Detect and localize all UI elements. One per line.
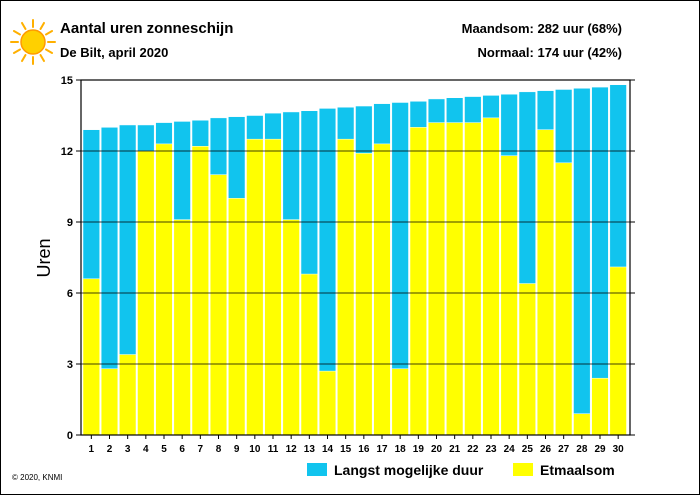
bar-daily-sum bbox=[391, 368, 409, 436]
chart-subtitle: De Bilt, april 2020 bbox=[60, 45, 168, 60]
x-tick-label: 16 bbox=[358, 444, 370, 455]
x-tick-label: 21 bbox=[449, 444, 461, 455]
legend: Langst mogelijke duur Etmaalsom bbox=[307, 462, 615, 478]
x-tick-label: 11 bbox=[268, 444, 279, 455]
sun-ray bbox=[39, 21, 45, 31]
y-tick-label: 3 bbox=[67, 359, 73, 371]
bar-daily-sum bbox=[482, 117, 500, 436]
bar-daily-sum bbox=[282, 219, 300, 436]
y-tick-label: 12 bbox=[61, 146, 73, 158]
sun-disc bbox=[20, 29, 46, 55]
bar-daily-sum bbox=[337, 138, 355, 436]
x-tick-label: 12 bbox=[286, 444, 298, 455]
bar-daily-sum bbox=[82, 278, 100, 436]
x-tick-label: 9 bbox=[234, 444, 240, 455]
x-tick-label: 10 bbox=[249, 444, 261, 455]
x-tick-label: 30 bbox=[613, 444, 625, 455]
sun-ray bbox=[39, 53, 45, 63]
x-tick-label: 1 bbox=[89, 444, 95, 455]
x-tick-label: 5 bbox=[161, 444, 167, 455]
bar-daily-sum bbox=[173, 219, 191, 436]
x-tick-label: 23 bbox=[485, 444, 497, 455]
bars-group bbox=[82, 84, 627, 436]
x-tick-label: 28 bbox=[576, 444, 588, 455]
sun-ray bbox=[44, 48, 54, 54]
bar-daily-sum bbox=[100, 368, 119, 436]
bar-max-duration bbox=[573, 88, 591, 436]
bar-daily-sum bbox=[209, 174, 228, 436]
x-tick-label: 29 bbox=[594, 444, 606, 455]
bar-daily-sum bbox=[518, 283, 536, 436]
legend-swatch-daily-sum bbox=[513, 463, 533, 476]
x-tick-label: 6 bbox=[179, 444, 185, 455]
bar-daily-sum bbox=[300, 273, 318, 436]
bar-daily-sum bbox=[355, 153, 373, 436]
x-tick-label: 15 bbox=[340, 444, 352, 455]
month-sum-text: Maandsom: 282 uur (68%) bbox=[462, 21, 622, 36]
bar-daily-sum bbox=[446, 122, 464, 436]
bar-daily-sum bbox=[246, 138, 264, 436]
y-tick-label: 9 bbox=[67, 217, 73, 229]
x-tick-label: 22 bbox=[467, 444, 479, 455]
bar-daily-sum bbox=[536, 129, 555, 436]
sun-ray bbox=[21, 53, 27, 63]
legend-swatch-max-duration bbox=[307, 463, 327, 476]
y-tick-label: 15 bbox=[61, 75, 73, 87]
x-tick-label: 4 bbox=[143, 444, 149, 455]
y-axis-label: Uren bbox=[34, 238, 54, 277]
x-tick-label: 27 bbox=[558, 444, 570, 455]
x-tick-label: 24 bbox=[504, 444, 516, 455]
y-tick-label: 6 bbox=[67, 288, 73, 300]
bar-daily-sum bbox=[191, 146, 209, 436]
copyright: © 2020, KNMI bbox=[12, 473, 62, 482]
bar-daily-sum bbox=[464, 122, 482, 436]
x-tick-label: 13 bbox=[304, 444, 316, 455]
bar-daily-sum bbox=[155, 143, 173, 436]
normal-text: Normaal: 174 uur (42%) bbox=[478, 45, 623, 60]
x-tick-label: 25 bbox=[522, 444, 534, 455]
x-tick-label: 18 bbox=[395, 444, 407, 455]
x-tick-label: 2 bbox=[107, 444, 113, 455]
sun-ray bbox=[44, 30, 54, 36]
bar-daily-sum bbox=[264, 138, 282, 436]
bar-daily-sum bbox=[555, 162, 573, 436]
bar-daily-sum bbox=[591, 377, 609, 436]
sun-ray bbox=[12, 30, 22, 36]
x-tick-label: 20 bbox=[431, 444, 443, 455]
x-tick-label: 3 bbox=[125, 444, 131, 455]
grid-group bbox=[81, 150, 630, 365]
bar-daily-sum bbox=[609, 266, 627, 436]
legend-label-daily-sum: Etmaalsom bbox=[540, 462, 615, 478]
chart-title: Aantal uren zonneschijn bbox=[60, 20, 233, 37]
x-tick-label: 14 bbox=[322, 444, 334, 455]
bar-daily-sum bbox=[427, 122, 446, 436]
plot-frame bbox=[80, 79, 631, 436]
bar-daily-sum bbox=[373, 143, 391, 436]
legend-label-max-duration: Langst mogelijke duur bbox=[334, 462, 484, 478]
x-tick-label: 17 bbox=[376, 444, 388, 455]
bar-daily-sum bbox=[409, 127, 427, 436]
y-axis: 0 3 6 9 12 15 bbox=[61, 75, 635, 442]
x-axis: 1 2 3 4 5 6 7 8 9 10 11 12 13 14 15 16 17 18 19 20 21 22 23 24 2… bbox=[89, 435, 625, 455]
sun-ray bbox=[21, 21, 27, 31]
sun-rays bbox=[10, 19, 56, 65]
bar-daily-sum bbox=[318, 370, 337, 436]
sun-icon bbox=[10, 19, 56, 65]
x-tick-label: 7 bbox=[198, 444, 204, 455]
bar-daily-sum bbox=[500, 155, 518, 436]
x-tick-label: 19 bbox=[413, 444, 425, 455]
bar-daily-sum bbox=[573, 413, 591, 436]
x-tick-label: 26 bbox=[540, 444, 552, 455]
y-tick-label: 0 bbox=[67, 430, 73, 442]
x-tick-label: 8 bbox=[216, 444, 222, 455]
sun-ray bbox=[12, 48, 22, 54]
bar-daily-sum bbox=[119, 354, 137, 436]
bar-daily-sum bbox=[228, 198, 246, 436]
